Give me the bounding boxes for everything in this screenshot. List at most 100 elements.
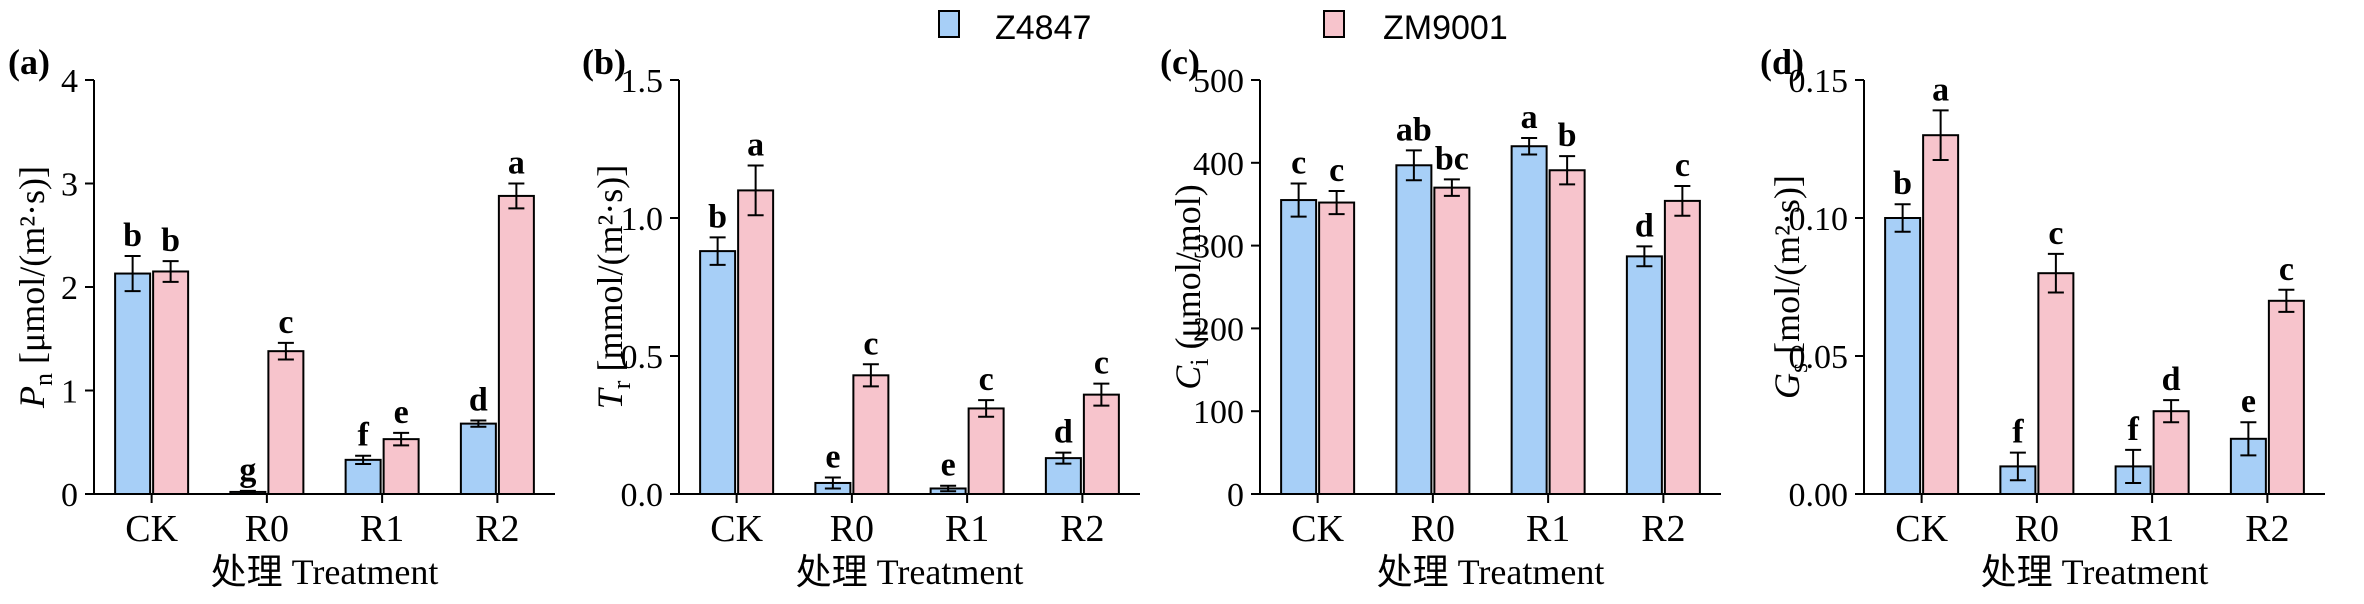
- bar-z4847-ck: [699, 250, 737, 495]
- y-tick-label: 1.5: [621, 63, 664, 100]
- bar-zm9001-r1: [382, 438, 420, 495]
- bar-zm9001-r0: [852, 374, 890, 496]
- bar-zm9001-r0: [1433, 186, 1471, 495]
- legend-item-z4847: Z4847: [938, 9, 1091, 47]
- bar-zm9001-ck: [737, 189, 775, 495]
- y-tick-label: 0: [1227, 477, 1244, 514]
- significance-label: c: [979, 361, 994, 398]
- significance-label: d: [2162, 361, 2181, 398]
- bar-zm9001-ck: [1922, 134, 1960, 495]
- significance-label: f: [357, 417, 369, 454]
- legend-swatch-z4847: [938, 10, 960, 38]
- y-tick-label: 200: [1193, 311, 1244, 348]
- significance-label: bc: [1435, 140, 1469, 177]
- bar-zm9001-r2: [497, 194, 535, 495]
- category-label: R1: [1526, 508, 1570, 550]
- y-tick-label: 0.5: [621, 339, 664, 376]
- y-tick-label: 300: [1193, 229, 1244, 266]
- bar-z4847-ck: [1884, 217, 1922, 495]
- y-tick-label: 0.10: [1789, 201, 1849, 238]
- significance-label: e: [825, 438, 840, 475]
- category-label: R2: [1060, 508, 1104, 550]
- significance-label: d: [469, 382, 488, 419]
- category-label: CK: [710, 508, 763, 550]
- bar-zm9001-r1: [967, 407, 1005, 495]
- y-tick-label: 500: [1193, 63, 1244, 100]
- y-tick-label: 3: [61, 167, 78, 204]
- significance-label: b: [123, 217, 142, 254]
- category-label: R2: [475, 508, 519, 550]
- bar-z4847-r1: [1510, 145, 1548, 496]
- bar-zm9001-r1: [2152, 410, 2190, 496]
- bar-z4847-r0: [1395, 164, 1433, 495]
- category-label: CK: [1895, 508, 1948, 550]
- bar-zm9001-r2: [1663, 199, 1701, 495]
- significance-label: b: [161, 222, 180, 259]
- category-label: R1: [945, 508, 989, 550]
- bar-z4847-r1: [344, 458, 382, 495]
- significance-label: d: [1635, 207, 1654, 244]
- x-axis-label: 处理 Treatment: [1377, 552, 1605, 592]
- significance-label: d: [1054, 414, 1073, 451]
- y-tick-label: 400: [1193, 146, 1244, 183]
- category-label: R2: [2245, 508, 2289, 550]
- significance-label: c: [278, 304, 293, 341]
- panel-label: (a): [8, 42, 50, 82]
- significance-label: e: [394, 394, 409, 431]
- significance-label: a: [508, 145, 525, 182]
- significance-label: a: [1932, 71, 1949, 108]
- category-label: R0: [245, 508, 289, 550]
- bar-z4847-ck: [114, 272, 152, 496]
- significance-label: b: [1893, 165, 1912, 202]
- bar-zm9001-r1: [1548, 169, 1586, 495]
- significance-label: a: [1521, 99, 1538, 136]
- panel-label: (c): [1160, 42, 1200, 82]
- significance-label: ab: [1396, 111, 1432, 148]
- significance-label: c: [2279, 251, 2294, 288]
- bar-z4847-r2: [459, 422, 497, 495]
- legend: Z4847 ZM9001: [938, 9, 1508, 47]
- significance-label: c: [2048, 215, 2063, 252]
- y-tick-label: 1.0: [621, 201, 664, 238]
- y-tick-label: 0.0: [621, 477, 664, 514]
- y-tick-label: 2: [61, 270, 78, 307]
- significance-label: c: [1675, 147, 1690, 184]
- legend-label-zm9001: ZM9001: [1383, 9, 1508, 47]
- legend-label-z4847: Z4847: [995, 9, 1091, 47]
- y-axis-label: Pn [μmol/(m²·s)]: [12, 166, 58, 409]
- bar-zm9001-r0: [2037, 272, 2075, 496]
- y-tick-label: 1: [61, 374, 78, 411]
- y-axis-label: Tr [mmol/(m²·s)]: [590, 165, 636, 409]
- bar-zm9001-r2: [2267, 299, 2305, 495]
- significance-label: c: [863, 325, 878, 362]
- y-axis-label: Ci (μmol/mol): [1168, 184, 1214, 390]
- x-axis-label: 处理 Treatment: [1981, 552, 2209, 592]
- legend-item-zm9001: ZM9001: [1323, 9, 1508, 47]
- significance-label: c: [1329, 152, 1344, 189]
- y-tick-label: 100: [1193, 394, 1244, 431]
- category-label: R2: [1641, 508, 1685, 550]
- significance-label: a: [747, 127, 764, 164]
- bar-zm9001-ck: [1318, 201, 1356, 495]
- bar-zm9001-r2: [1082, 393, 1120, 496]
- significance-label: b: [1558, 117, 1577, 154]
- significance-label: e: [941, 447, 956, 484]
- y-tick-label: 0.05: [1789, 339, 1849, 376]
- significance-label: e: [2241, 383, 2256, 420]
- panel-a: (a) 0 1 2 3 4 Pn [μmol/(m²·s)] CK b b R0 g c R1 fe R2 d a…: [8, 42, 555, 592]
- category-label: R0: [1411, 508, 1455, 550]
- significance-label: c: [1291, 145, 1306, 182]
- bar-z4847-r2: [1625, 255, 1663, 496]
- panel-label: (d): [1760, 42, 1804, 82]
- category-label: R0: [2015, 508, 2059, 550]
- x-axis-label: 处理 Treatment: [796, 552, 1024, 592]
- panel-label: (b): [582, 42, 626, 82]
- significance-label: f: [2127, 411, 2139, 448]
- y-tick-label: 0.00: [1789, 477, 1849, 514]
- y-tick-label: 0.15: [1789, 63, 1849, 100]
- panel-d: (d) 0.00 0.05 0.10 0.15 Gs [mol/(m²·s)] CK b a R0…: [1760, 42, 2325, 592]
- bar-zm9001-ck: [152, 270, 190, 495]
- significance-label: b: [708, 198, 727, 235]
